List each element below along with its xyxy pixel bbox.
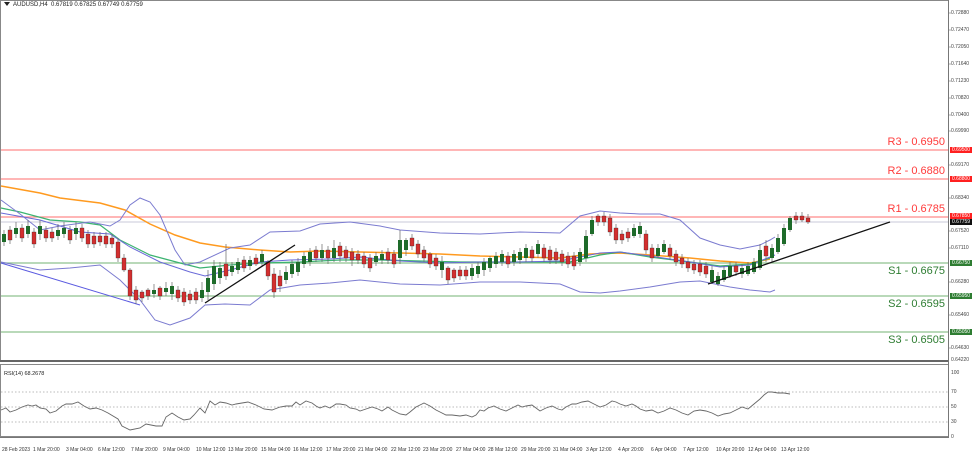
price-badge-s3: 0.65050 [950, 329, 973, 335]
time-tick: 9 Mar 04:00 [163, 447, 190, 453]
price-tick: 0.64630 [951, 345, 970, 351]
time-tick: 23 Mar 20:00 [423, 447, 453, 453]
price-badge-s2: 0.65950 [950, 293, 973, 299]
level-label-s3: S3 - 0.6505 [888, 334, 945, 346]
current-price-badge: 0.67759 [950, 219, 973, 225]
price-badge-r3: 0.69500 [950, 147, 973, 153]
price-tick: 0.71640 [951, 61, 970, 67]
time-tick: 4 Apr 20:00 [618, 447, 644, 453]
time-tick: 15 Mar 04:00 [261, 447, 291, 453]
trendline-2 [707, 221, 891, 285]
time-tick: 21 Mar 04:00 [358, 447, 388, 453]
time-tick: 12 Apr 04:00 [748, 447, 777, 453]
rsi-level-30: 30 [951, 419, 957, 425]
trendline-1 [204, 244, 296, 304]
time-tick: 7 Apr 12:00 [683, 447, 709, 453]
time-tick: 27 Mar 04:00 [456, 447, 486, 453]
rsi-line [0, 391, 791, 431]
level-label-r3: R3 - 0.6950 [887, 136, 945, 148]
price-tick: 0.66280 [951, 279, 970, 285]
rsi-level-50: 50 [951, 404, 957, 410]
time-tick: 28 Feb 2023 [2, 447, 31, 453]
level-label-r2: R2 - 0.6880 [887, 165, 945, 177]
price-tick: 0.67520 [951, 228, 970, 234]
channel-line [0, 262, 141, 306]
price-tick: 0.70400 [951, 112, 970, 118]
time-tick: 31 Mar 04:00 [553, 447, 583, 453]
price-tick: 0.69170 [951, 162, 970, 168]
time-tick: 10 Mar 12:00 [196, 447, 226, 453]
time-tick: 7 Mar 20:00 [131, 447, 158, 453]
price-badge-s1: 0.66750 [950, 260, 973, 266]
price-tick: 0.71230 [951, 78, 970, 84]
price-tick-bottom: 0.64220 [951, 357, 970, 363]
price-badge-r2: 0.68800 [950, 176, 973, 182]
price-tick: 0.70820 [951, 95, 970, 101]
level-label-r1: R1 - 0.6785 [887, 203, 945, 215]
time-tick: 1 Mar 20:00 [33, 447, 60, 453]
rsi-level-70: 70 [951, 389, 957, 395]
time-tick: 6 Apr 04:00 [651, 447, 677, 453]
level-label-s1: S1 - 0.6675 [888, 265, 945, 277]
level-label-s2: S2 - 0.6595 [888, 298, 945, 310]
price-tick: 0.68340 [951, 195, 970, 201]
bull-candles [2, 218, 792, 298]
price-tick: 0.72470 [951, 27, 970, 33]
time-tick: 6 Mar 12:00 [98, 447, 125, 453]
chart-header: AUDUSD,H4 0.67819 0.67825 0.67749 0.6775… [4, 2, 143, 8]
time-tick: 28 Mar 12:00 [488, 447, 518, 453]
rsi-level-100: 100 [951, 370, 960, 376]
level-lines [1, 149, 948, 333]
time-tick: 22 Mar 12:00 [391, 447, 421, 453]
dropdown-triangle-icon[interactable] [4, 2, 10, 7]
bear-candles [7, 215, 811, 303]
price-tick: 0.67110 [951, 245, 969, 251]
candlesticks [2, 212, 811, 306]
time-tick: 29 Mar 20:00 [521, 447, 551, 453]
price-tick: 0.65460 [951, 312, 970, 318]
ohlc-values: 0.67819 0.67825 0.67749 0.67759 [51, 2, 143, 8]
bollinger-lower [0, 261, 776, 326]
time-tick: 13 Mar 20:00 [228, 447, 258, 453]
symbol-label: AUDUSD,H4 [13, 2, 48, 8]
price-badge-r1: 0.67850 [950, 213, 973, 219]
time-tick: 13 Apr 12:00 [781, 447, 810, 453]
time-tick: 16 Mar 12:00 [293, 447, 323, 453]
time-tick: 17 Mar 20:00 [326, 447, 356, 453]
price-tick: 0.72050 [951, 44, 970, 50]
time-tick: 3 Apr 12:00 [586, 447, 612, 453]
price-tick: 0.72880 [951, 10, 970, 16]
bollinger-upper [0, 197, 776, 266]
rsi-label: RSI(14) 68.2678 [4, 371, 45, 377]
time-tick: 3 Mar 04:00 [66, 447, 93, 453]
price-tick: 0.69990 [951, 128, 970, 134]
rsi-level-0: 0 [951, 434, 954, 440]
time-tick: 10 Apr 20:00 [716, 447, 745, 453]
